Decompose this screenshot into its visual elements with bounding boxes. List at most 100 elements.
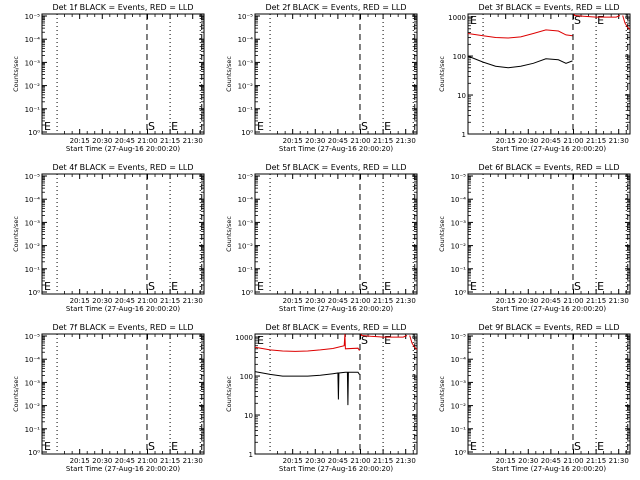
y-axis-label: Counts/sec <box>438 56 446 92</box>
x-tick-label: 20:45 <box>115 297 135 305</box>
y-tick-label: 10⁻¹ <box>451 426 467 434</box>
x-tick-label: 21:00 <box>563 457 583 465</box>
marker-label-s: S <box>148 280 155 293</box>
y-tick-label: 100 <box>453 53 466 61</box>
x-tick-label: 21:00 <box>563 137 583 145</box>
plot-frame <box>254 13 418 135</box>
marker-label-e: E <box>384 334 391 347</box>
x-tick-label: 20:30 <box>92 297 112 305</box>
start-marker-label: E <box>44 280 51 293</box>
y-tick-label: 10⁻⁴ <box>25 36 41 44</box>
x-tick-label: 21:15 <box>160 137 180 145</box>
x-tick-label: 21:30 <box>396 137 416 145</box>
y-axis-label: Counts/sec <box>12 216 20 252</box>
x-tick-label: 20:45 <box>328 457 348 465</box>
y-tick-label: 10⁻⁴ <box>451 356 467 364</box>
y-axis-label: Counts/sec <box>225 56 233 92</box>
y-axis-label: Counts/sec <box>12 56 20 92</box>
panel-title: Det 2f BLACK = Events, RED = LLD <box>265 3 406 12</box>
x-tick-label: 20:45 <box>541 457 561 465</box>
plot-frame <box>254 173 418 295</box>
panel-det-8: Det 8f BLACK = Events, RED = LLD 1 10 100 10… <box>225 323 418 473</box>
start-marker-label: E <box>44 120 51 133</box>
x-tick-label: 21:30 <box>183 297 203 305</box>
y-tick-label: 10 <box>457 92 466 100</box>
panel-det-3: Det 3f BLACK = Events, RED = LLD 1 10 100 10… <box>438 3 631 153</box>
marker-label-e: E <box>597 14 604 27</box>
x-axis-label: Start Time (27-Aug-16 20:00:20) <box>279 145 393 153</box>
marker-label-s: S <box>361 280 368 293</box>
x-tick-label: 20:30 <box>305 297 325 305</box>
y-tick-label: 10⁰ <box>241 289 253 297</box>
marker-label-s: S <box>148 120 155 133</box>
plot-frame <box>467 173 631 295</box>
plot-frame <box>467 333 631 455</box>
x-axis-label: Start Time (27-Aug-16 20:00:20) <box>66 145 180 153</box>
panel-det-4: Det 4f BLACK = Events, RED = LLD 10⁰ 10⁻¹ 1… <box>12 163 205 313</box>
panel-title: Det 3f BLACK = Events, RED = LLD <box>478 3 619 12</box>
x-tick-label: 21:15 <box>586 457 606 465</box>
marker-label-e: E <box>171 120 178 133</box>
x-tick-label: 20:45 <box>541 137 561 145</box>
y-axis-label: Counts/sec <box>12 376 20 412</box>
lld-series-line <box>409 335 418 350</box>
x-tick-label: 21:00 <box>137 137 157 145</box>
plot-frame <box>254 333 418 455</box>
y-tick-label: 10⁻² <box>25 403 41 411</box>
x-tick-label: 20:15 <box>70 297 90 305</box>
start-marker-label: E <box>257 280 264 293</box>
y-axis-label: Counts/sec <box>438 216 446 252</box>
x-tick-label: 21:30 <box>609 457 629 465</box>
y-tick-label: 100 <box>240 373 253 381</box>
x-axis-label: Start Time (27-Aug-16 20:00:20) <box>279 465 393 473</box>
marker-label-s: S <box>361 334 368 347</box>
panel-title: Det 8f BLACK = Events, RED = LLD <box>265 323 406 332</box>
x-tick-label: 20:15 <box>496 137 516 145</box>
x-tick-label: 21:15 <box>373 137 393 145</box>
x-tick-label: 21:15 <box>586 137 606 145</box>
start-marker-label: E <box>470 14 477 27</box>
x-tick-label: 21:15 <box>373 297 393 305</box>
x-axis-label: Start Time (27-Aug-16 20:00:20) <box>279 305 393 313</box>
y-tick-label: 10⁻⁵ <box>238 13 254 21</box>
x-tick-label: 20:30 <box>518 137 538 145</box>
y-tick-label: 10⁻³ <box>451 379 467 387</box>
y-tick-label: 10⁻³ <box>238 59 254 67</box>
y-tick-label: 1000 <box>448 14 466 22</box>
x-tick-label: 20:15 <box>496 297 516 305</box>
panel-title: Det 6f BLACK = Events, RED = LLD <box>478 163 619 172</box>
y-tick-label: 10⁻² <box>25 83 41 91</box>
y-tick-label: 1 <box>249 451 253 459</box>
start-marker-label: E <box>257 120 264 133</box>
y-tick-label: 10⁻¹ <box>25 266 41 274</box>
x-tick-label: 20:15 <box>70 137 90 145</box>
x-tick-label: 20:15 <box>283 137 303 145</box>
x-tick-label: 21:30 <box>396 297 416 305</box>
y-tick-label: 10⁻² <box>238 243 254 251</box>
panel-det-1: Det 1f BLACK = Events, RED = LLD 10⁰ 10⁻¹ 1… <box>12 3 205 153</box>
x-tick-label: 20:30 <box>92 137 112 145</box>
panel-title: Det 4f BLACK = Events, RED = LLD <box>52 163 193 172</box>
x-tick-label: 20:45 <box>328 137 348 145</box>
x-tick-label: 21:30 <box>183 137 203 145</box>
y-tick-label: 10⁻⁵ <box>451 333 467 341</box>
panel-det-9: Det 9f BLACK = Events, RED = LLD 10⁰ 10⁻¹ 1… <box>438 323 631 473</box>
y-tick-label: 10⁻⁵ <box>25 333 41 341</box>
x-tick-label: 21:15 <box>586 297 606 305</box>
y-axis-label: Counts/sec <box>438 376 446 412</box>
start-marker-label: E <box>257 334 264 347</box>
lld-series-line <box>254 333 360 352</box>
x-tick-label: 21:00 <box>350 457 370 465</box>
x-tick-label: 21:30 <box>183 457 203 465</box>
y-tick-label: 10⁻⁴ <box>25 356 41 364</box>
x-tick-label: 21:00 <box>137 457 157 465</box>
panel-det-5: Det 5f BLACK = Events, RED = LLD 10⁰ 10⁻¹ 1… <box>225 163 418 313</box>
panel-det-6: Det 6f BLACK = Events, RED = LLD 10⁰ 10⁻¹ 1… <box>438 163 631 313</box>
y-tick-label: 10⁻² <box>451 403 467 411</box>
y-tick-label: 10⁻⁵ <box>451 173 467 181</box>
y-tick-label: 10⁻³ <box>238 219 254 227</box>
marker-label-e: E <box>384 280 391 293</box>
y-tick-label: 10⁻¹ <box>25 426 41 434</box>
start-marker-label: E <box>470 440 477 453</box>
